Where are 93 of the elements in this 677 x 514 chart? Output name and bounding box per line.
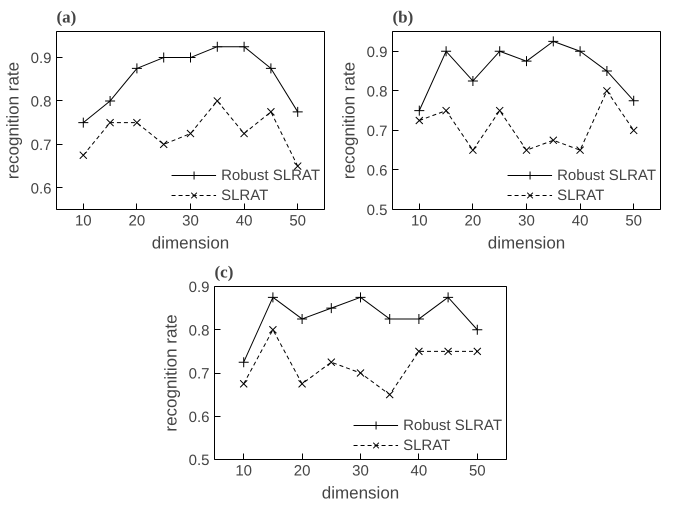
point xyxy=(442,292,454,303)
point xyxy=(267,292,278,303)
y-tick-label: 0.6 xyxy=(366,162,388,180)
x-tick-label: 30 xyxy=(518,212,535,230)
point xyxy=(444,347,452,356)
x-tick-label: 10 xyxy=(410,212,428,230)
point xyxy=(468,146,477,154)
point xyxy=(467,75,478,86)
point xyxy=(106,118,114,127)
legend-label: SLRAT xyxy=(221,186,268,204)
point xyxy=(186,129,195,138)
chart-title: (a) xyxy=(56,8,76,26)
point xyxy=(240,129,248,138)
y-tick-label: 0.8 xyxy=(366,83,388,100)
point xyxy=(440,46,452,57)
point xyxy=(386,390,394,399)
chart-title: (b) xyxy=(392,8,414,26)
point xyxy=(494,46,506,57)
y-tick-label: 0.9 xyxy=(30,50,52,68)
point xyxy=(415,116,424,125)
point xyxy=(268,326,277,334)
point xyxy=(521,56,532,67)
y-tick-label: 0.9 xyxy=(366,44,388,61)
x-tick-label: 10 xyxy=(235,462,252,480)
point xyxy=(576,146,584,154)
point xyxy=(473,347,482,356)
point xyxy=(442,106,450,115)
point xyxy=(630,126,638,134)
y-tick-label: 0.7 xyxy=(30,136,52,154)
point xyxy=(496,106,504,115)
y-tick-label: 0.7 xyxy=(366,122,388,140)
point xyxy=(601,66,612,77)
point xyxy=(265,62,276,74)
y-tick-label: 0.8 xyxy=(30,93,52,110)
point xyxy=(414,105,425,116)
y-tick-label: 0.9 xyxy=(188,279,210,296)
x-tick-label: 20 xyxy=(294,462,310,480)
legend-label: Robust SLRAT xyxy=(221,166,320,184)
x-axis-title: dimension xyxy=(322,484,400,502)
point xyxy=(78,117,89,128)
legend-label: Robust SLRAT xyxy=(403,416,502,434)
x-tick-label: 40 xyxy=(572,212,588,230)
chart-title: (c) xyxy=(214,262,234,282)
point xyxy=(104,95,116,106)
point xyxy=(213,96,222,105)
legend-label: SLRAT xyxy=(557,186,604,204)
y-tick-label: 0.5 xyxy=(366,202,388,219)
point xyxy=(296,313,308,324)
x-axis-title: dimension xyxy=(152,234,230,252)
point xyxy=(131,62,142,74)
x-tick-label: 40 xyxy=(410,462,428,480)
point xyxy=(574,46,586,57)
x-tick-label: 10 xyxy=(74,212,92,230)
y-tick-label: 0.6 xyxy=(188,408,210,426)
x-tick-label: 50 xyxy=(468,462,486,480)
legend-label: SLRAT xyxy=(403,436,450,454)
point xyxy=(628,95,640,106)
y-tick-label: 0.8 xyxy=(188,322,210,340)
point xyxy=(238,41,250,52)
point xyxy=(522,146,531,154)
legend-label: Robust SLRAT xyxy=(557,166,656,184)
x-tick-label: 30 xyxy=(182,212,199,230)
point xyxy=(240,380,248,388)
point xyxy=(355,292,366,303)
y-tick-label: 0.7 xyxy=(188,366,210,382)
point xyxy=(602,86,611,95)
point xyxy=(326,302,337,314)
point xyxy=(298,380,306,388)
point xyxy=(79,151,88,160)
x-tick-label: 30 xyxy=(352,462,369,480)
point xyxy=(548,36,559,47)
point xyxy=(292,106,304,118)
y-axis-title: recognition rate xyxy=(162,314,181,432)
x-tick-label: 20 xyxy=(128,212,146,230)
y-axis-title: recognition rate xyxy=(340,62,359,180)
x-axis-title: dimension xyxy=(488,234,566,252)
x-tick-label: 50 xyxy=(625,212,642,230)
x-tick-label: 50 xyxy=(289,212,306,230)
x-tick-label: 20 xyxy=(464,212,482,230)
y-axis-title: recognition rate xyxy=(4,62,23,180)
y-tick-label: 0.6 xyxy=(30,180,52,198)
point xyxy=(327,358,336,366)
point xyxy=(132,118,141,127)
x-tick-label: 40 xyxy=(236,212,252,230)
point xyxy=(212,41,223,52)
point xyxy=(356,368,365,378)
point xyxy=(266,108,275,116)
point xyxy=(414,347,423,356)
point xyxy=(472,324,483,336)
y-tick-label: 0.5 xyxy=(188,452,210,469)
point xyxy=(160,140,168,148)
point xyxy=(238,356,250,368)
point xyxy=(549,136,558,144)
